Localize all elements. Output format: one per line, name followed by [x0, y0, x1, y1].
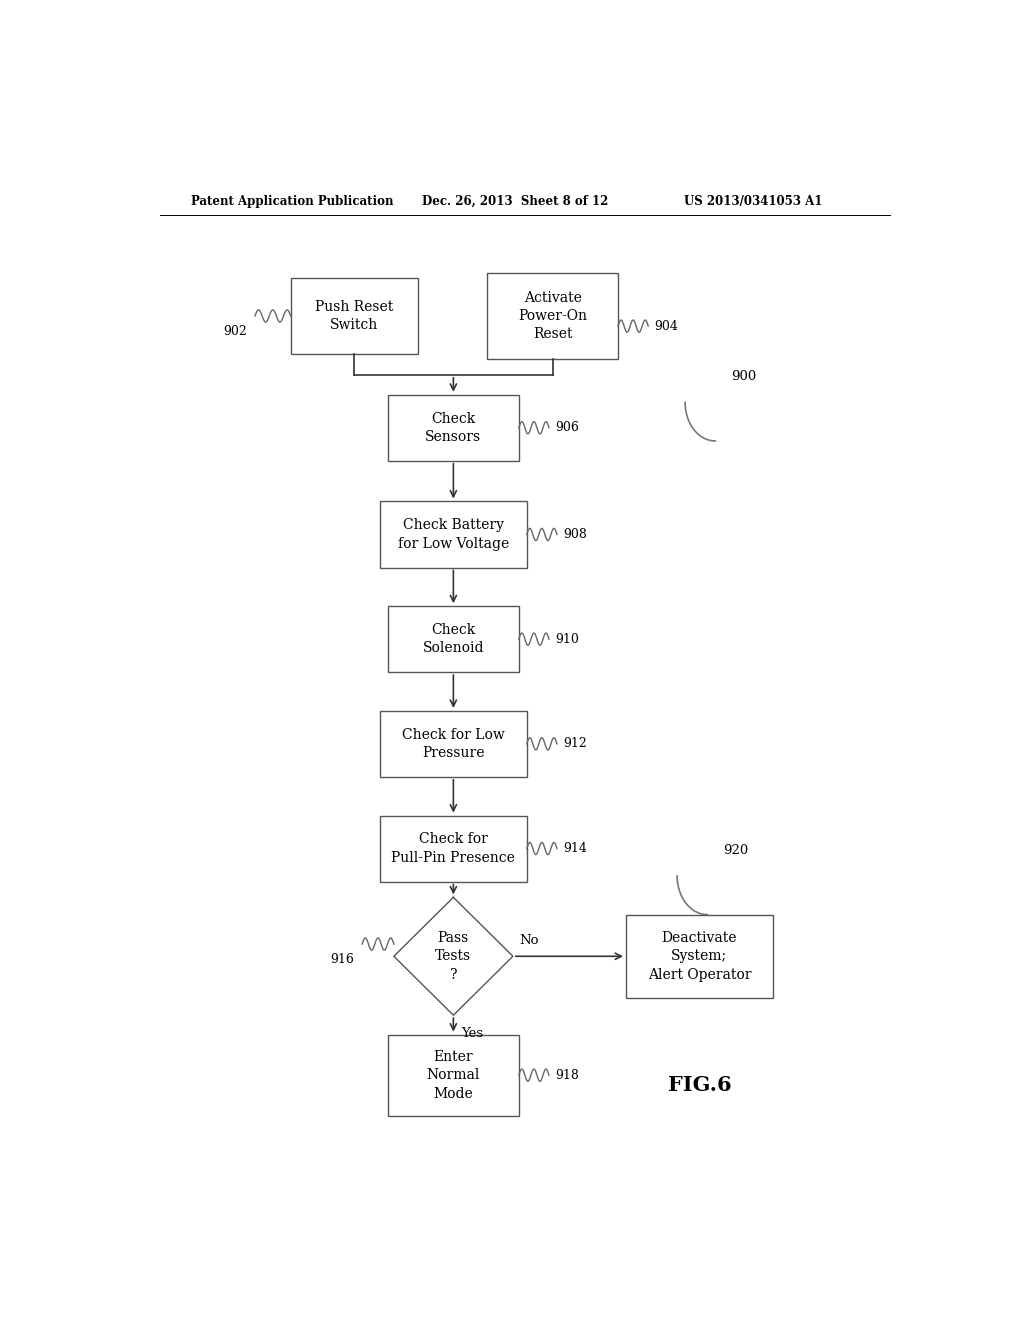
Text: 908: 908 — [563, 528, 587, 541]
Text: Deactivate
System;
Alert Operator: Deactivate System; Alert Operator — [647, 931, 752, 982]
Polygon shape — [394, 898, 513, 1015]
Text: US 2013/0341053 A1: US 2013/0341053 A1 — [684, 194, 822, 207]
Text: Check Battery
for Low Voltage: Check Battery for Low Voltage — [397, 519, 509, 550]
Text: No: No — [519, 933, 539, 946]
Text: Activate
Power-On
Reset: Activate Power-On Reset — [518, 290, 587, 342]
Text: Patent Application Publication: Patent Application Publication — [191, 194, 394, 207]
Text: Check for Low
Pressure: Check for Low Pressure — [402, 727, 505, 760]
Text: Dec. 26, 2013  Sheet 8 of 12: Dec. 26, 2013 Sheet 8 of 12 — [422, 194, 608, 207]
Text: 906: 906 — [555, 421, 580, 434]
Text: 910: 910 — [555, 632, 580, 645]
Text: 914: 914 — [563, 842, 587, 855]
FancyBboxPatch shape — [388, 1035, 519, 1115]
Text: Push Reset
Switch: Push Reset Switch — [315, 300, 393, 333]
Text: 918: 918 — [555, 1069, 580, 1081]
FancyBboxPatch shape — [380, 710, 526, 777]
FancyBboxPatch shape — [388, 606, 519, 672]
FancyBboxPatch shape — [487, 273, 618, 359]
FancyBboxPatch shape — [626, 915, 773, 998]
Text: 900: 900 — [731, 371, 757, 383]
Text: Check
Sensors: Check Sensors — [425, 412, 481, 444]
FancyBboxPatch shape — [388, 395, 519, 461]
Text: Check for
Pull-Pin Presence: Check for Pull-Pin Presence — [391, 833, 515, 865]
Text: Enter
Normal
Mode: Enter Normal Mode — [427, 1049, 480, 1101]
Text: 920: 920 — [723, 843, 749, 857]
Text: Check
Solenoid: Check Solenoid — [423, 623, 484, 655]
Text: 902: 902 — [223, 325, 247, 338]
Text: 916: 916 — [331, 953, 354, 966]
Text: Yes: Yes — [461, 1027, 483, 1040]
Text: Pass
Tests
?: Pass Tests ? — [435, 931, 471, 982]
FancyBboxPatch shape — [380, 816, 526, 882]
Text: 912: 912 — [563, 738, 587, 750]
FancyBboxPatch shape — [380, 502, 526, 568]
FancyBboxPatch shape — [291, 277, 418, 354]
Text: 904: 904 — [654, 319, 679, 333]
Text: FIG.6: FIG.6 — [668, 1076, 731, 1096]
